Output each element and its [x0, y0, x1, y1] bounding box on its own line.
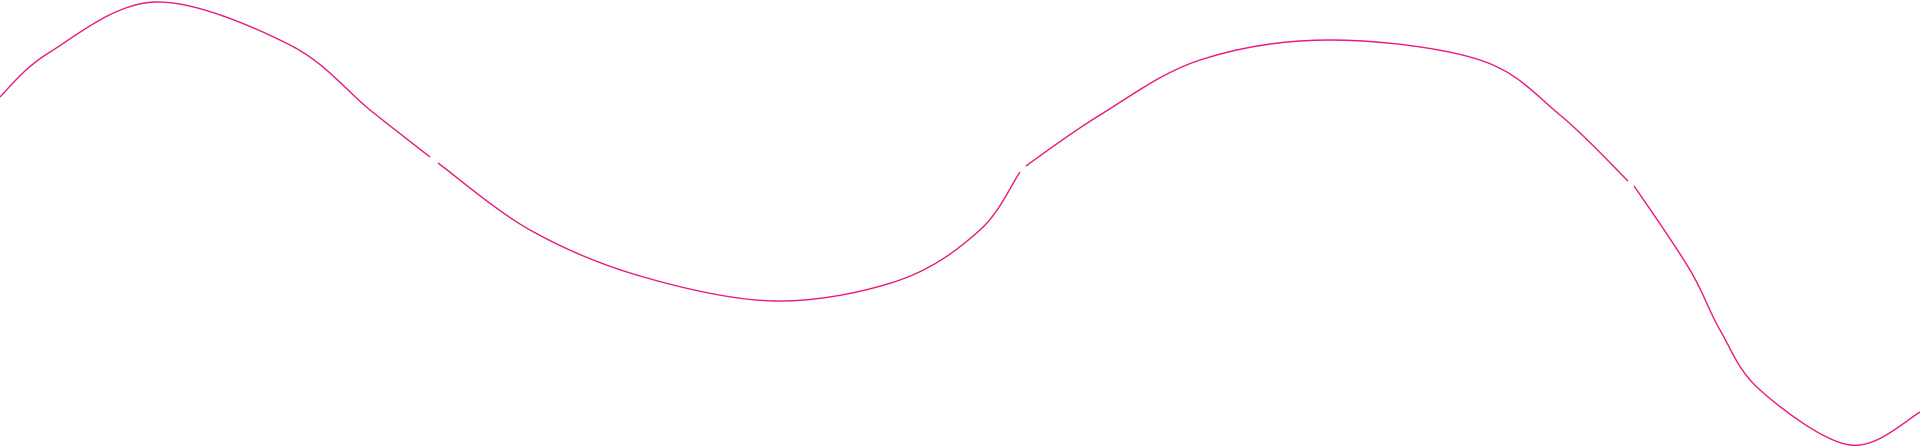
wave-segment-4: [1633, 185, 1920, 446]
wave-segment-2: [437, 162, 1021, 302]
wave-segment-3: [1025, 39, 1629, 182]
wave-segment-1: [0, 1, 431, 158]
